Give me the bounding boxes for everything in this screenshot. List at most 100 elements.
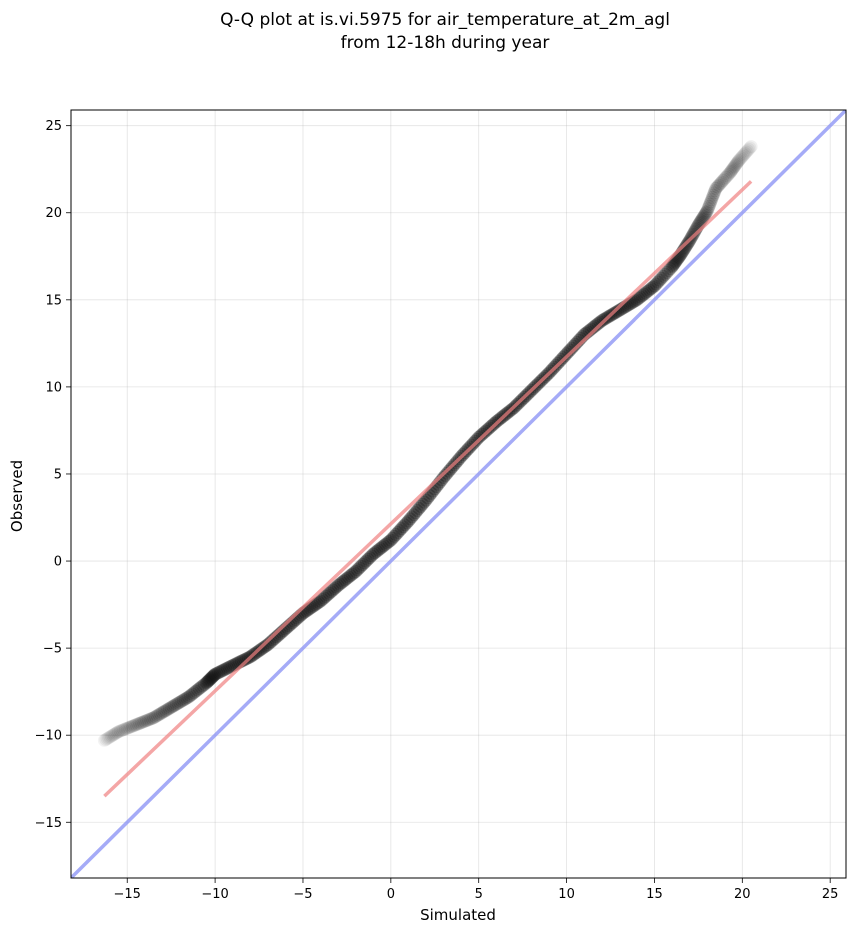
quantile-point xyxy=(380,536,394,550)
quantile-point xyxy=(414,499,428,513)
quantile-point xyxy=(314,594,328,608)
quantile-point xyxy=(612,303,626,317)
y-tick-label: 10 xyxy=(45,380,62,395)
y-tick-label: 20 xyxy=(45,206,62,221)
quantile-point xyxy=(122,721,136,735)
quantile-point xyxy=(398,518,412,532)
quantile-point xyxy=(342,570,356,584)
x-axis-ticks: −15 −10 −5 0 5 10 15 20 25 xyxy=(114,878,838,902)
quantile-point xyxy=(191,683,205,697)
quantile-point xyxy=(642,283,656,297)
quantile-point xyxy=(361,552,375,566)
quantile-point xyxy=(335,576,349,590)
quantile-point xyxy=(350,563,364,577)
quantile-point xyxy=(359,554,373,568)
quantile-point xyxy=(382,535,396,549)
quantile-point xyxy=(182,690,196,704)
quantile-point xyxy=(732,154,746,168)
quantile-point xyxy=(208,667,222,681)
quantile-point xyxy=(134,716,148,730)
quantile-point xyxy=(201,674,215,688)
quantile-point xyxy=(210,666,224,680)
quantile-point xyxy=(212,666,226,680)
quantile-point xyxy=(194,680,208,694)
quantile-point xyxy=(717,172,731,186)
quantile-point xyxy=(203,672,217,686)
quantile-point xyxy=(707,186,721,200)
quantile-point xyxy=(438,468,452,482)
quantile-point xyxy=(338,573,352,587)
quantile-point xyxy=(310,597,324,611)
quantile-point xyxy=(169,697,183,711)
quantile-point xyxy=(224,659,238,673)
x-tick-label: 5 xyxy=(475,887,483,902)
quantile-point xyxy=(127,718,141,732)
quantile-point xyxy=(131,717,145,731)
quantile-point xyxy=(206,669,220,683)
quantile-point xyxy=(366,547,380,561)
quantile-point xyxy=(591,317,605,331)
quantile-point xyxy=(150,709,164,723)
plot-area xyxy=(71,110,846,878)
quantile-point xyxy=(730,156,744,170)
quantile-point xyxy=(257,640,271,654)
quantile-point xyxy=(363,551,377,565)
quantile-point xyxy=(120,721,134,735)
quantile-point xyxy=(706,188,720,202)
quantile-point xyxy=(387,529,401,543)
quantile-point xyxy=(107,727,121,741)
quantile-point xyxy=(407,508,421,522)
quantile-point xyxy=(561,345,575,359)
quantile-point xyxy=(117,723,131,737)
quantile-point xyxy=(709,181,723,195)
quantile-point xyxy=(238,652,252,666)
quantile-point xyxy=(102,731,116,745)
quantile-point xyxy=(737,148,751,162)
quantile-point xyxy=(667,257,681,271)
quantile-point xyxy=(196,679,210,693)
quantile-point xyxy=(315,593,329,607)
quantile-point xyxy=(347,566,361,580)
y-tick-label: −10 xyxy=(35,729,62,744)
quantile-point xyxy=(115,723,129,737)
quantile-point xyxy=(103,730,117,744)
quantile-point xyxy=(326,583,340,597)
quantile-point xyxy=(647,279,661,293)
x-tick-label: 20 xyxy=(734,887,751,902)
quantile-point xyxy=(611,304,625,318)
quantile-point xyxy=(110,726,124,740)
y-tick-label: −15 xyxy=(35,816,62,831)
quantile-point xyxy=(261,638,275,652)
quantile-point xyxy=(696,211,710,225)
quantile-point xyxy=(129,718,143,732)
quantile-point xyxy=(321,588,335,602)
quantile-point xyxy=(336,574,350,588)
quantile-point xyxy=(735,149,749,163)
quantile-point xyxy=(666,259,680,273)
x-tick-label: 15 xyxy=(646,887,663,902)
quantile-point xyxy=(702,199,716,213)
quantile-point xyxy=(173,695,187,709)
quantile-point xyxy=(189,684,203,698)
x-axis-label: Simulated xyxy=(420,906,496,924)
quantile-point xyxy=(104,729,118,743)
quantile-point xyxy=(140,714,154,728)
quantile-point xyxy=(345,567,359,581)
quantile-point xyxy=(312,595,326,609)
quantile-point xyxy=(729,157,743,171)
fit-line xyxy=(103,180,753,798)
quantile-point xyxy=(178,692,192,706)
y-tick-label: 25 xyxy=(45,119,62,134)
quantile-point xyxy=(639,286,653,300)
chart-title-line-1: Q-Q plot at is.vi.5975 for air_temperatu… xyxy=(220,10,670,30)
quantile-point xyxy=(136,715,150,729)
quantile-points xyxy=(97,140,758,747)
quantile-point xyxy=(646,280,660,294)
quantile-point xyxy=(628,294,642,308)
y-tick-label: 5 xyxy=(54,467,62,482)
quantile-point xyxy=(727,160,741,174)
quantile-point xyxy=(720,169,734,183)
quantile-point xyxy=(421,491,435,505)
quantile-point xyxy=(688,224,702,238)
quantile-point xyxy=(739,145,753,159)
